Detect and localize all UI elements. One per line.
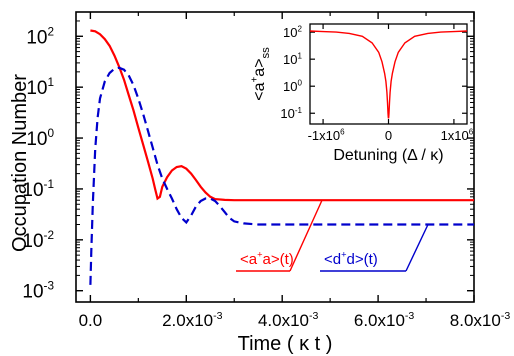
blue-label-leader — [405, 224, 429, 272]
inset-x-tick-label: 1x106 — [441, 128, 474, 143]
x-tick-label: 2.0x10-3 — [162, 310, 223, 330]
blue-series-label: <d+d>(t) — [324, 250, 378, 268]
y-tick-label: 100 — [26, 127, 54, 150]
series-line — [90, 29, 474, 202]
y-tick-label: 10-1 — [22, 178, 54, 201]
inset-plot: -1x106 0 1x106 10-1 100 101 102 Detuning (Δ / κ… — [249, 23, 474, 164]
red-series-label: <a+a>(t) — [240, 250, 294, 268]
x-tick-label: 0.0 — [79, 311, 103, 330]
inset-y-tick-label: 10-1 — [280, 106, 302, 121]
inset-x-tick-label: -1x106 — [308, 128, 346, 143]
inset-series-line — [309, 30, 468, 119]
inset-x-tick-label: 0 — [385, 128, 392, 143]
main-plot-frame — [75, 11, 475, 303]
y-tick-label: 101 — [26, 76, 54, 99]
inset-x-axis-label: Detuning (Δ / κ) — [333, 147, 443, 164]
red-label-leader — [289, 199, 323, 272]
x-tick-label: 4.0x10-3 — [258, 310, 319, 330]
inset-frame — [309, 23, 468, 125]
y-tick-label: 102 — [26, 25, 54, 48]
x-tick-label: 8.0x10-3 — [450, 310, 511, 330]
y-tick-label: 10-3 — [22, 280, 54, 303]
inset-y-tick-label: 102 — [283, 25, 302, 40]
y-tick-label: 10-2 — [22, 229, 54, 252]
x-axis-label: Time ( κ t ) — [238, 333, 333, 355]
inset-y-axis-label: <a+a>ss — [249, 47, 272, 101]
inset-y-tick-label: 101 — [283, 52, 302, 67]
inset-y-tick-label: 100 — [283, 79, 302, 94]
x-tick-label: 6.0x10-3 — [354, 310, 415, 330]
main-plot: 0.0 2.0x10-3 4.0x10-3 6.0x10-3 8.0x10-3 10-3 1… — [9, 11, 511, 355]
series-line — [89, 66, 474, 285]
y-axis-label: Occupation Number — [9, 74, 31, 252]
